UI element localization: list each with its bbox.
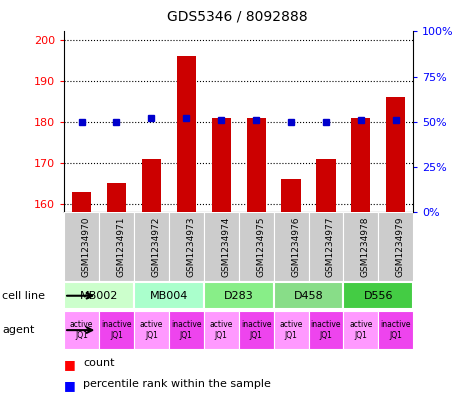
Bar bbox=[204, 283, 274, 309]
Bar bbox=[204, 311, 238, 349]
Text: D458: D458 bbox=[294, 291, 323, 301]
Text: active
JQ1: active JQ1 bbox=[70, 320, 93, 340]
Bar bbox=[212, 118, 231, 212]
Text: D283: D283 bbox=[224, 291, 254, 301]
Bar bbox=[64, 311, 99, 349]
Text: percentile rank within the sample: percentile rank within the sample bbox=[83, 379, 271, 389]
Text: GSM1234975: GSM1234975 bbox=[256, 217, 265, 277]
Bar bbox=[386, 97, 405, 212]
Bar bbox=[316, 159, 335, 212]
Bar bbox=[282, 179, 301, 212]
Bar bbox=[309, 212, 343, 281]
Bar bbox=[99, 311, 134, 349]
Text: active
JQ1: active JQ1 bbox=[209, 320, 233, 340]
Bar bbox=[274, 212, 309, 281]
Text: GSM1234973: GSM1234973 bbox=[186, 217, 195, 277]
Text: active
JQ1: active JQ1 bbox=[279, 320, 303, 340]
Text: inactive
JQ1: inactive JQ1 bbox=[241, 320, 271, 340]
Text: GDS5346 / 8092888: GDS5346 / 8092888 bbox=[167, 10, 308, 24]
Bar bbox=[177, 56, 196, 212]
Text: GSM1234978: GSM1234978 bbox=[361, 217, 370, 277]
Text: cell line: cell line bbox=[2, 291, 46, 301]
Bar bbox=[238, 212, 274, 281]
Text: ■: ■ bbox=[64, 379, 76, 392]
Bar bbox=[343, 283, 413, 309]
Bar bbox=[169, 212, 204, 281]
Bar bbox=[99, 212, 134, 281]
Bar bbox=[352, 118, 370, 212]
Bar bbox=[107, 184, 126, 212]
Text: active
JQ1: active JQ1 bbox=[140, 320, 163, 340]
Bar bbox=[343, 212, 379, 281]
Bar bbox=[343, 311, 379, 349]
Text: inactive
JQ1: inactive JQ1 bbox=[171, 320, 201, 340]
Text: GSM1234971: GSM1234971 bbox=[116, 217, 125, 277]
Text: MB004: MB004 bbox=[150, 291, 188, 301]
Bar bbox=[274, 311, 309, 349]
Bar bbox=[72, 192, 91, 212]
Text: D556: D556 bbox=[363, 291, 393, 301]
Text: GSM1234976: GSM1234976 bbox=[291, 217, 300, 277]
Text: inactive
JQ1: inactive JQ1 bbox=[380, 320, 411, 340]
Bar bbox=[64, 283, 134, 309]
Bar bbox=[134, 212, 169, 281]
Bar bbox=[309, 311, 343, 349]
Text: GSM1234972: GSM1234972 bbox=[152, 217, 161, 277]
Text: active
JQ1: active JQ1 bbox=[349, 320, 372, 340]
Bar bbox=[247, 118, 266, 212]
Bar bbox=[379, 212, 413, 281]
Bar bbox=[238, 311, 274, 349]
Text: inactive
JQ1: inactive JQ1 bbox=[311, 320, 341, 340]
Text: GSM1234970: GSM1234970 bbox=[82, 217, 91, 277]
Text: inactive
JQ1: inactive JQ1 bbox=[101, 320, 132, 340]
Bar bbox=[134, 311, 169, 349]
Bar bbox=[142, 159, 161, 212]
Text: GSM1234974: GSM1234974 bbox=[221, 217, 230, 277]
Bar bbox=[64, 212, 99, 281]
Bar bbox=[379, 311, 413, 349]
Text: agent: agent bbox=[2, 325, 35, 335]
Bar bbox=[274, 283, 343, 309]
Bar bbox=[204, 212, 238, 281]
Text: count: count bbox=[83, 358, 114, 367]
Text: MB002: MB002 bbox=[80, 291, 118, 301]
Bar bbox=[134, 283, 204, 309]
Text: GSM1234979: GSM1234979 bbox=[396, 217, 405, 277]
Text: ■: ■ bbox=[64, 358, 76, 371]
Text: GSM1234977: GSM1234977 bbox=[326, 217, 335, 277]
Bar bbox=[169, 311, 204, 349]
